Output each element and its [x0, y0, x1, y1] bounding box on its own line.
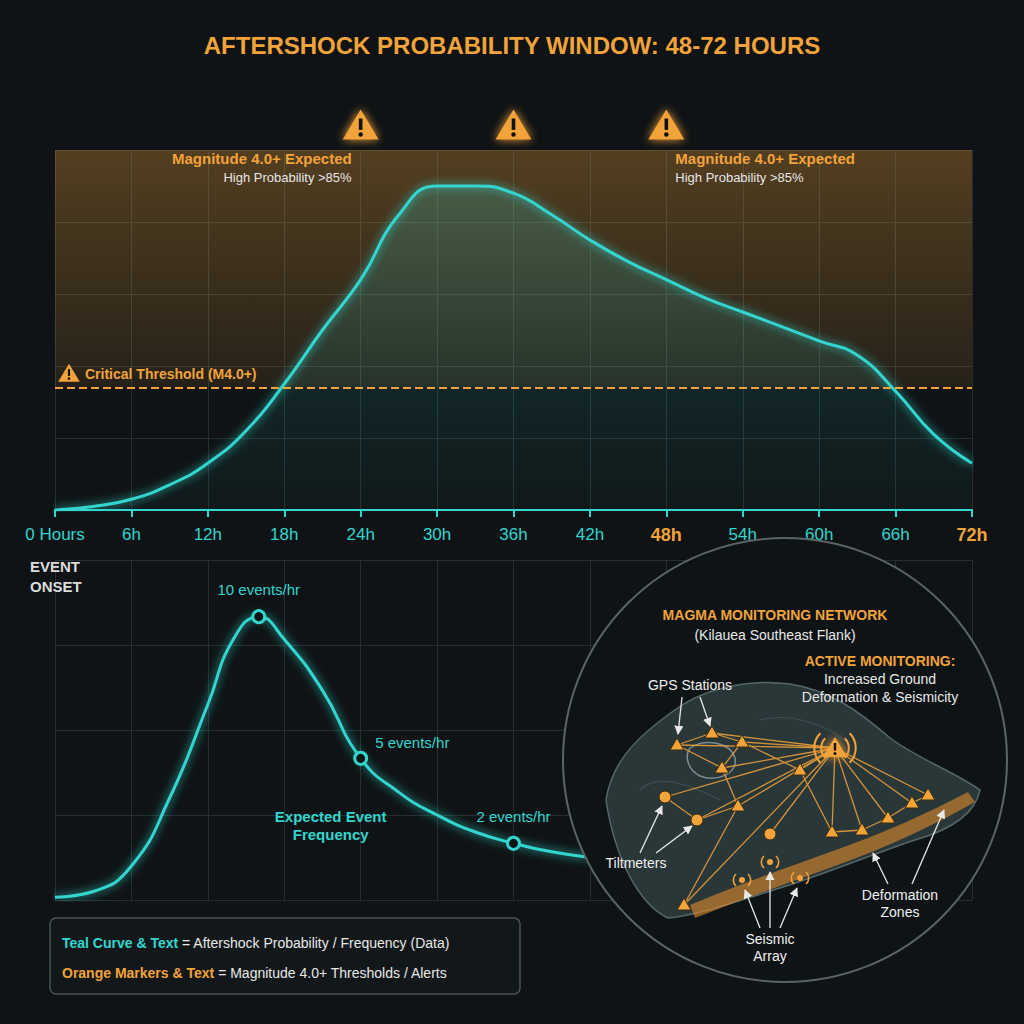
svg-text:Magnitude 4.0+ Expected: Magnitude 4.0+ Expected: [172, 150, 352, 167]
svg-text:Deformation: Deformation: [862, 887, 938, 903]
svg-text:AFTERSHOCK PROBABILITY WINDOW:: AFTERSHOCK PROBABILITY WINDOW: 48-72 HOU…: [204, 32, 821, 59]
svg-text:EVENT: EVENT: [30, 558, 80, 575]
svg-text:42h: 42h: [576, 525, 604, 544]
svg-text:Teal Curve & Text = Aftershock: Teal Curve & Text = Aftershock Probabili…: [62, 935, 449, 951]
svg-text:18h: 18h: [270, 525, 298, 544]
svg-text:Frequency: Frequency: [293, 826, 370, 843]
svg-text:High Probability >85%: High Probability >85%: [223, 170, 352, 185]
svg-text:24h: 24h: [346, 525, 374, 544]
svg-text:12h: 12h: [194, 525, 222, 544]
svg-text:Array: Array: [753, 948, 786, 964]
svg-text:2 events/hr: 2 events/hr: [476, 808, 550, 825]
svg-text:48h: 48h: [651, 525, 682, 545]
svg-text:MAGMA MONITORING NETWORK: MAGMA MONITORING NETWORK: [663, 607, 888, 623]
svg-text:6h: 6h: [122, 525, 141, 544]
svg-text:Zones: Zones: [881, 904, 920, 920]
svg-text:Critical Threshold (M4.0+): Critical Threshold (M4.0+): [85, 366, 257, 382]
svg-text:Orange Markers & Text = Magnit: Orange Markers & Text = Magnitude 4.0+ T…: [62, 965, 447, 981]
svg-text:Deformation & Seismicity: Deformation & Seismicity: [802, 689, 958, 705]
svg-text:ONSET: ONSET: [30, 578, 82, 595]
svg-text:High Probability >85%: High Probability >85%: [675, 170, 804, 185]
svg-text:Magnitude 4.0+ Expected: Magnitude 4.0+ Expected: [675, 150, 855, 167]
svg-text:10 events/hr: 10 events/hr: [217, 581, 300, 598]
svg-text:0 Hours: 0 Hours: [25, 525, 85, 544]
svg-text:36h: 36h: [499, 525, 527, 544]
svg-text:GPS Stations: GPS Stations: [648, 677, 732, 693]
svg-text:66h: 66h: [881, 525, 909, 544]
svg-text:Tiltmeters: Tiltmeters: [606, 855, 667, 871]
svg-text:72h: 72h: [956, 525, 987, 545]
svg-text:5 events/hr: 5 events/hr: [375, 734, 449, 751]
svg-text:Seismic: Seismic: [745, 931, 794, 947]
svg-text:Expected Event: Expected Event: [275, 808, 387, 825]
svg-text:60h: 60h: [805, 525, 833, 544]
svg-text:30h: 30h: [423, 525, 451, 544]
svg-text:54h: 54h: [729, 525, 757, 544]
svg-text:(Kilauea Southeast Flank): (Kilauea Southeast Flank): [694, 627, 855, 643]
svg-text:ACTIVE MONITORING:: ACTIVE MONITORING:: [805, 653, 956, 669]
svg-text:Increased Ground: Increased Ground: [824, 671, 936, 687]
